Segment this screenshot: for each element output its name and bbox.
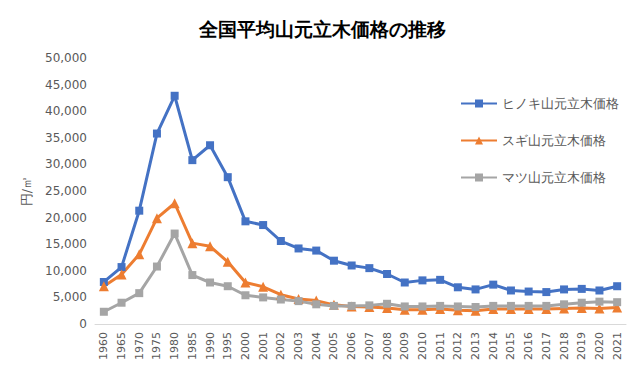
svg-text:40,000: 40,000: [45, 104, 87, 118]
svg-text:1985: 1985: [186, 332, 199, 360]
svg-text:2012: 2012: [451, 332, 464, 360]
svg-text:0: 0: [79, 317, 87, 331]
svg-text:1970: 1970: [133, 332, 146, 360]
svg-text:1960: 1960: [97, 332, 110, 360]
svg-text:1965: 1965: [115, 332, 128, 360]
svg-text:2001: 2001: [257, 332, 270, 360]
svg-text:1990: 1990: [204, 332, 217, 360]
svg-text:2006: 2006: [345, 332, 358, 360]
svg-text:マツ山元立木価格: マツ山元立木価格: [502, 170, 606, 185]
svg-text:2003: 2003: [292, 332, 305, 360]
svg-text:2013: 2013: [469, 332, 482, 360]
svg-text:2011: 2011: [434, 332, 447, 360]
svg-text:10,000: 10,000: [45, 264, 87, 278]
svg-text:1975: 1975: [150, 332, 163, 360]
svg-text:円/㎥: 円/㎥: [19, 176, 34, 206]
svg-text:45,000: 45,000: [45, 78, 87, 92]
svg-text:2004: 2004: [310, 332, 323, 360]
svg-text:2016: 2016: [522, 332, 535, 360]
svg-text:1995: 1995: [221, 332, 234, 360]
svg-text:5,000: 5,000: [53, 290, 87, 304]
svg-text:2002: 2002: [274, 332, 287, 360]
svg-text:2000: 2000: [239, 332, 252, 360]
svg-text:2008: 2008: [381, 332, 394, 360]
svg-text:35,000: 35,000: [45, 131, 87, 145]
svg-text:50,000: 50,000: [45, 51, 87, 65]
svg-text:2010: 2010: [416, 332, 429, 360]
svg-text:2014: 2014: [487, 332, 500, 360]
svg-text:2009: 2009: [398, 332, 411, 360]
svg-text:20,000: 20,000: [45, 211, 87, 225]
svg-text:30,000: 30,000: [45, 157, 87, 171]
svg-text:15,000: 15,000: [45, 237, 87, 251]
svg-text:2015: 2015: [504, 332, 517, 360]
svg-text:ヒノキ山元立木価格: ヒノキ山元立木価格: [502, 96, 619, 111]
svg-text:2018: 2018: [558, 332, 571, 360]
svg-text:2005: 2005: [327, 332, 340, 360]
svg-text:1980: 1980: [168, 332, 181, 360]
svg-text:2007: 2007: [363, 332, 376, 360]
svg-text:25,000: 25,000: [45, 184, 87, 198]
svg-text:スギ山元立木価格: スギ山元立木価格: [502, 133, 606, 148]
svg-text:2021: 2021: [611, 332, 624, 360]
svg-text:全国平均山元立木価格の推移: 全国平均山元立木価格の推移: [198, 18, 446, 40]
svg-text:2020: 2020: [593, 332, 606, 360]
svg-text:2017: 2017: [540, 332, 553, 360]
svg-text:2019: 2019: [575, 332, 588, 360]
